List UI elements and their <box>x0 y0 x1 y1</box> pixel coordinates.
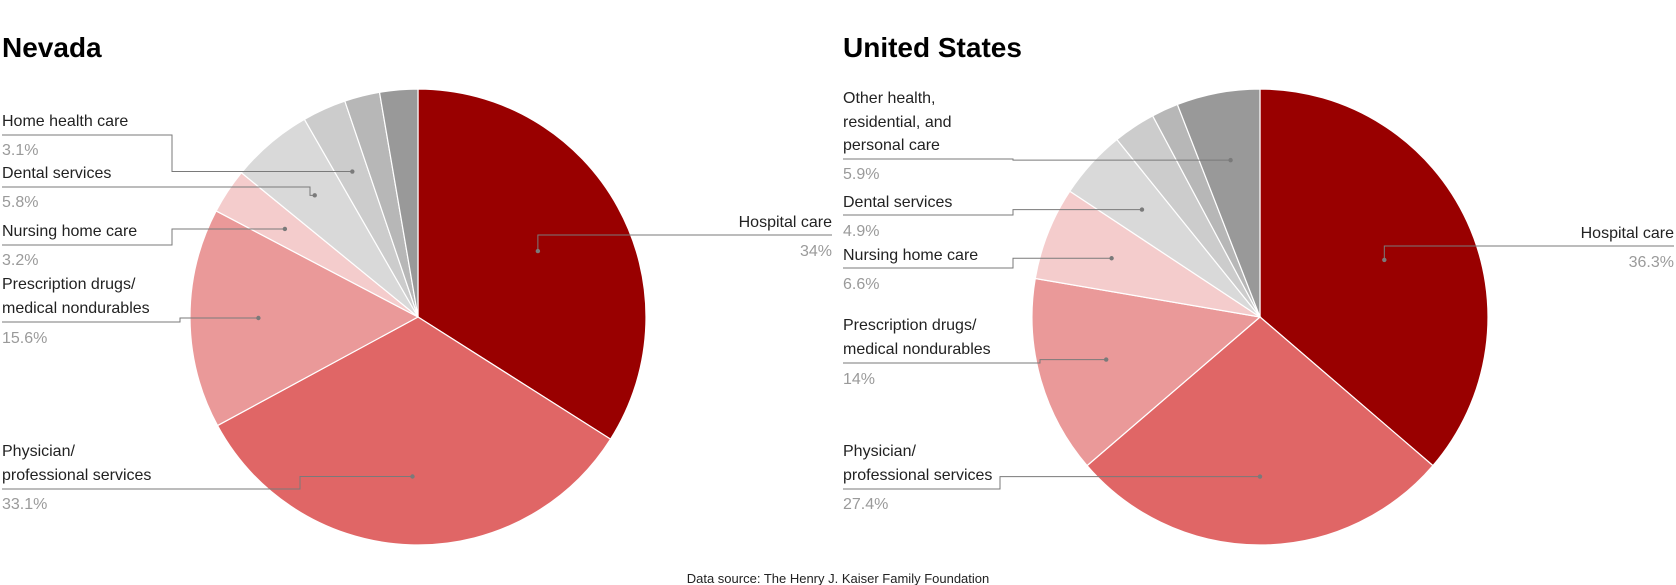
label-nevada-home-health-care: Home health care 3.1% <box>2 113 128 159</box>
label-us-other-health: Other health, residential, and personal … <box>843 90 952 183</box>
label-value: 34% <box>800 243 832 260</box>
label-value: 33.1% <box>2 496 47 513</box>
label-text: Dental services <box>2 165 111 182</box>
pie-slice-us-2 <box>1031 277 1262 467</box>
leader-dot-us-0 <box>1382 257 1387 263</box>
leader-dot-us-2 <box>1103 357 1109 362</box>
pie-slice-us-0 <box>1259 88 1489 467</box>
label-value: 36.3% <box>1629 254 1674 271</box>
pie-slice-nevada-7 <box>378 88 419 318</box>
leader-line-us-3 <box>843 257 1112 269</box>
pie-nevada <box>189 88 647 546</box>
label-text-line1: Prescription drugs/ <box>2 276 136 293</box>
pie-united-states <box>1031 88 1489 546</box>
label-us-dental-services: Dental services 4.9% <box>843 194 952 240</box>
label-nevada-nursing-home-care: Nursing home care 3.2% <box>2 223 137 269</box>
label-value: 3.1% <box>2 142 38 159</box>
label-nevada-physician-services: Physician/ professional services 33.1% <box>2 443 151 513</box>
label-us-hospital-care: Hospital care 36.3% <box>1581 225 1674 271</box>
leader-line-us-0 <box>1383 245 1674 260</box>
label-value: 15.6% <box>2 330 47 347</box>
leader-dot-nevada-4 <box>312 193 317 198</box>
label-text: Home health care <box>2 113 128 130</box>
label-text: Nursing home care <box>843 247 978 264</box>
leader-dot-us-1 <box>1257 474 1263 479</box>
leader-dot-us-3 <box>1109 256 1114 261</box>
leader-dot-nevada-2 <box>256 315 261 321</box>
chart-title-nevada: Nevada <box>2 32 102 63</box>
leader-line-nevada-1 <box>2 476 413 490</box>
label-value: 4.9% <box>843 223 879 240</box>
label-value: 6.6% <box>843 276 879 293</box>
label-value: 27.4% <box>843 496 888 513</box>
leader-line-us-4 <box>843 209 1142 216</box>
label-text-line2: professional services <box>843 467 992 484</box>
leader-line-nevada-4 <box>2 186 315 196</box>
data-source-note: Data source: The Henry J. Kaiser Family … <box>687 571 990 585</box>
label-us-nursing-home-care: Nursing home care 6.6% <box>843 247 978 293</box>
label-nevada-hospital-care: Hospital care 34% <box>739 214 832 260</box>
leader-line-nevada-0 <box>537 234 832 252</box>
label-value: 5.9% <box>843 166 879 183</box>
label-text: Hospital care <box>739 214 832 231</box>
label-text: Nursing home care <box>2 223 137 240</box>
pie-slice-us-1 <box>1086 316 1434 546</box>
label-text-line1: Physician/ <box>2 443 75 460</box>
label-nevada-prescription-drugs: Prescription drugs/ medical nondurables … <box>2 276 150 347</box>
label-nevada-dental-services: Dental services 5.8% <box>2 165 111 211</box>
leader-line-us-2 <box>843 359 1107 364</box>
label-value: 3.2% <box>2 252 38 269</box>
label-text-line1: Physician/ <box>843 443 916 460</box>
label-text-line1: Prescription drugs/ <box>843 317 977 334</box>
label-text: Dental services <box>843 194 952 211</box>
leader-dot-nevada-5 <box>350 169 355 174</box>
leader-dot-us-4 <box>1139 207 1145 212</box>
label-text-line2: medical nondurables <box>843 341 991 358</box>
label-text-line1: Other health, <box>843 90 936 107</box>
label-text: Hospital care <box>1581 225 1674 242</box>
label-value: 5.8% <box>2 194 38 211</box>
leader-dot-nevada-0 <box>535 248 541 254</box>
label-us-prescription-drugs: Prescription drugs/ medical nondurables … <box>843 317 991 388</box>
leader-dot-us-7 <box>1228 157 1233 163</box>
leader-line-us-7 <box>843 158 1231 161</box>
leader-dot-nevada-1 <box>410 474 415 479</box>
label-text-line2: residential, and <box>843 114 952 131</box>
leader-line-nevada-3 <box>2 228 285 246</box>
leader-line-nevada-5 <box>2 134 353 173</box>
label-text-line2: medical nondurables <box>2 300 150 317</box>
label-us-physician-services: Physician/ professional services 27.4% <box>843 443 992 513</box>
chart-title-united-states: United States <box>843 32 1022 63</box>
leader-dot-nevada-3 <box>282 226 288 232</box>
label-value: 14% <box>843 371 875 388</box>
pie-slice-nevada-0 <box>417 88 647 440</box>
leader-line-nevada-2 <box>2 317 259 323</box>
label-text-line2: professional services <box>2 467 151 484</box>
leader-line-us-1 <box>843 476 1260 490</box>
pie-slice-us-7 <box>1176 88 1261 318</box>
pie-slice-nevada-1 <box>216 316 612 546</box>
label-text-line3: personal care <box>843 137 940 154</box>
